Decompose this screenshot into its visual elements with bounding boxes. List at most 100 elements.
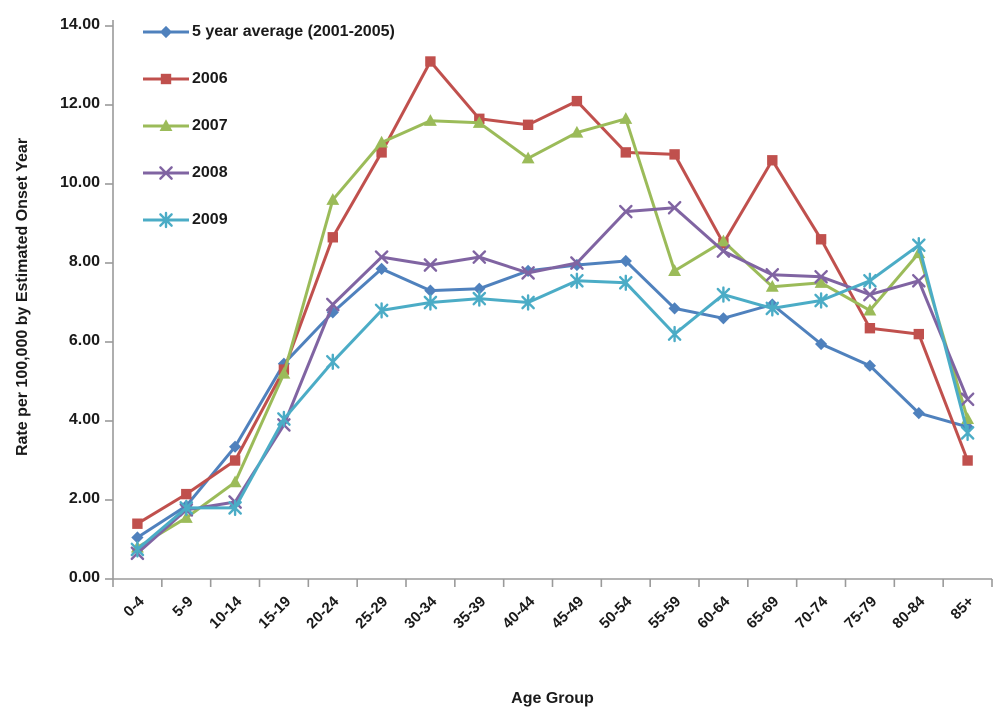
asterisk-marker <box>472 290 487 307</box>
x-marker <box>423 258 438 272</box>
x-axis-title: Age Group <box>511 690 594 707</box>
diamond-marker <box>619 254 632 268</box>
y-tick-label: 10.00 <box>59 174 100 191</box>
diamond-marker <box>277 357 290 370</box>
triangle-marker <box>228 475 242 488</box>
square-marker <box>181 488 192 500</box>
legend-label: 5 year average (2001-2005) <box>192 22 395 40</box>
triangle-marker <box>375 135 389 148</box>
y-tick-label: 12.00 <box>59 95 100 112</box>
square-marker <box>620 147 631 158</box>
chart-legend: 5 year average (2001-2005) 2006 2007 2008 20… <box>142 8 395 243</box>
asterisk-marker <box>716 286 731 303</box>
y-tick-label: 8.00 <box>68 253 100 270</box>
diamond-marker <box>131 531 144 544</box>
asterisk-marker <box>228 499 242 517</box>
series-markers-2009 <box>130 236 975 558</box>
triangle-marker <box>423 114 437 126</box>
square-marker <box>767 155 778 166</box>
square-marker <box>864 323 876 334</box>
x-marker <box>960 392 975 407</box>
square-marker <box>132 518 143 529</box>
asterisk-marker <box>618 274 633 291</box>
asterisk-marker <box>911 236 926 254</box>
y-tick-label: 6.00 <box>68 332 100 349</box>
triangle-marker <box>619 112 633 124</box>
diamond-marker <box>229 440 242 453</box>
y-tick-label: 4.00 <box>68 411 100 428</box>
square-marker <box>522 119 534 130</box>
triangle-marker <box>863 303 877 316</box>
legend-item-2006: 2006 <box>142 55 395 102</box>
x-marker <box>570 256 584 270</box>
asterisk-marker <box>863 272 877 289</box>
asterisk-marker <box>960 424 975 442</box>
diamond-marker <box>815 337 828 351</box>
triangle-marker <box>159 118 173 131</box>
x-marker <box>472 250 487 264</box>
triangle-marker <box>472 116 486 128</box>
asterisk-marker <box>159 211 173 228</box>
asterisk-marker <box>374 302 389 319</box>
legend-item-2009: 2009 <box>142 196 395 243</box>
series-markers-2008 <box>130 200 975 561</box>
diamond-marker <box>159 25 173 38</box>
legend-label: 2007 <box>192 116 228 134</box>
legend-diamond-icon <box>143 25 189 38</box>
diamond-marker <box>424 284 437 297</box>
y-tick-label: 14.00 <box>59 16 100 33</box>
legend-item-2007: 2007 <box>142 102 395 149</box>
y-tick-label: 2.00 <box>68 490 100 507</box>
x-marker <box>911 273 926 288</box>
legend-x-icon <box>143 165 189 180</box>
series-line-2006 <box>135 60 970 526</box>
legend-square-icon <box>143 73 189 84</box>
x-marker <box>863 287 877 302</box>
triangle-marker <box>814 276 828 288</box>
square-marker <box>425 56 436 67</box>
series-line-2008 <box>135 206 970 555</box>
legend-item-5-year-average-2001-2005: 5 year average (2001-2005) <box>142 8 395 55</box>
asterisk-marker <box>130 541 145 558</box>
x-marker <box>814 269 828 284</box>
asterisk-marker <box>521 294 535 311</box>
diamond-marker <box>326 306 339 319</box>
triangle-marker <box>570 125 584 138</box>
asterisk-marker <box>277 410 291 428</box>
square-marker <box>160 73 172 84</box>
square-marker <box>913 328 924 340</box>
asterisk-marker <box>325 353 340 370</box>
x-marker <box>374 250 389 264</box>
x-marker <box>159 165 173 180</box>
legend-asterisk-icon <box>143 211 189 228</box>
square-marker <box>815 234 827 245</box>
legend-triangle-icon <box>143 118 189 131</box>
triangle-marker <box>277 366 291 379</box>
legend-item-2008: 2008 <box>142 149 395 196</box>
x-marker <box>765 267 780 282</box>
diamond-marker <box>717 312 730 325</box>
square-marker <box>376 147 387 158</box>
series-line-5-year-average-2001-2005 <box>135 259 970 539</box>
x-marker <box>716 244 731 258</box>
x-marker <box>618 204 633 219</box>
y-tick-label: 0.00 <box>68 569 100 586</box>
triangle-marker <box>179 511 193 523</box>
legend-label: 2009 <box>192 210 228 228</box>
asterisk-marker <box>570 272 584 289</box>
diamond-marker <box>473 282 486 295</box>
asterisk-marker <box>814 292 828 309</box>
legend-label: 2008 <box>192 163 228 181</box>
asterisk-marker <box>667 325 682 343</box>
asterisk-marker <box>423 294 438 311</box>
asterisk-marker <box>179 499 194 517</box>
square-marker <box>571 95 583 107</box>
x-marker <box>521 266 535 280</box>
diamond-marker <box>375 262 388 275</box>
triangle-marker <box>668 264 682 276</box>
square-marker <box>669 149 680 160</box>
square-marker <box>327 232 338 243</box>
legend-label: 2006 <box>192 69 228 87</box>
